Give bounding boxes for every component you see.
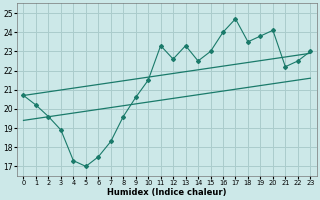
X-axis label: Humidex (Indice chaleur): Humidex (Indice chaleur) xyxy=(107,188,227,197)
